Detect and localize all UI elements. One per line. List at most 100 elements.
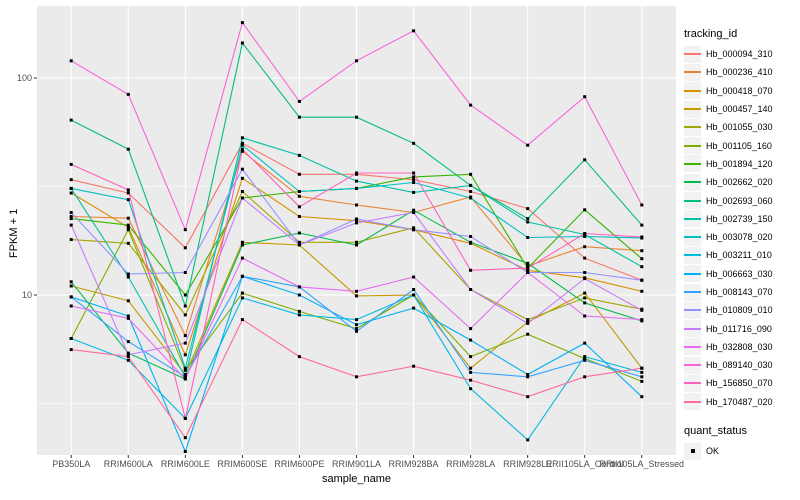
data-point [355, 171, 358, 175]
data-point [640, 370, 644, 374]
data-point [412, 228, 416, 232]
data-point [297, 355, 301, 359]
data-point [126, 340, 130, 344]
data-point [69, 348, 73, 352]
data-point [69, 295, 73, 299]
data-point [412, 181, 416, 184]
legend-item-Hb_000236_410: Hb_000236_410 [684, 63, 798, 81]
legend-line-swatch [684, 272, 701, 275]
data-point [355, 323, 358, 327]
data-point [69, 337, 73, 340]
x-tick-label: RRIM600LE [161, 459, 210, 469]
data-point [640, 366, 644, 370]
x-tick-label: RRIM928BA [389, 459, 439, 469]
data-point [183, 366, 187, 370]
data-point [412, 211, 416, 214]
legend-item-label: Hb_001055_030 [706, 122, 773, 133]
data-point [183, 271, 187, 274]
data-point [126, 92, 130, 96]
data-point [469, 183, 473, 187]
legend-line-swatch [684, 309, 701, 312]
data-point [297, 231, 301, 235]
data-point [297, 309, 301, 313]
data-point [297, 293, 301, 297]
data-point [240, 41, 244, 45]
legend-line-swatch [684, 364, 701, 367]
x-tick-label: RRIM600PE [274, 459, 324, 469]
data-point [583, 358, 587, 362]
data-point [640, 278, 644, 282]
data-point [526, 143, 530, 147]
legend-item-label: Hb_156850_070 [706, 378, 773, 389]
data-point [469, 190, 473, 193]
data-point [126, 191, 130, 195]
legend-item-label: Hb_003078_020 [706, 232, 773, 243]
data-point [526, 332, 530, 336]
data-point [126, 241, 130, 245]
x-tick-label: PB350LA [52, 459, 90, 469]
legend-line-swatch [684, 89, 701, 92]
y-axis-title: FPKM + 1 [8, 208, 20, 258]
data-point [126, 358, 130, 362]
data-point [583, 375, 587, 379]
data-point [412, 293, 416, 297]
legend-key [684, 192, 701, 210]
data-point [640, 375, 644, 379]
data-point [297, 153, 301, 157]
data-point [526, 373, 530, 376]
legend-item-label: Hb_000418_070 [706, 85, 773, 96]
legend-key [684, 374, 701, 392]
legend-item-label: Hb_002739_150 [706, 213, 773, 224]
data-point [126, 355, 130, 359]
legend-key [684, 301, 701, 319]
filled-square-icon [690, 449, 695, 454]
data-point [469, 378, 473, 382]
data-point [412, 190, 416, 194]
data-point [69, 217, 73, 221]
data-point [583, 357, 587, 360]
data-point [355, 294, 358, 298]
legend-line-swatch [684, 144, 701, 147]
data-point [583, 341, 587, 345]
x-tick-label: RRII105LA_Control [546, 459, 624, 469]
data-point [469, 172, 473, 176]
data-point [69, 118, 73, 122]
legend: tracking_id Hb_000094_310 Hb_000236_410 Hb… [684, 28, 798, 460]
data-point [583, 355, 587, 359]
data-point [640, 308, 644, 312]
data-point [583, 291, 587, 295]
x-tick-label: RRIM928LA [446, 459, 495, 469]
data-point [126, 351, 130, 355]
data-point [355, 59, 358, 63]
data-point [412, 288, 416, 291]
data-point [640, 289, 644, 293]
legend-key [684, 283, 701, 301]
legend-line-swatch [684, 53, 701, 56]
legend-item-label: OK [706, 446, 720, 457]
data-point [412, 175, 416, 179]
data-point [297, 172, 301, 176]
legend-line-swatch [684, 236, 701, 239]
data-point [412, 306, 416, 310]
legend-item-Hb_003078_020: Hb_003078_020 [684, 228, 798, 246]
data-point [240, 147, 244, 151]
legend-item-Hb_003211_010: Hb_003211_010 [684, 246, 798, 264]
legend-item-label: Hb_000236_410 [706, 67, 773, 78]
data-point [469, 338, 473, 342]
legend-item-label: Hb_002693_060 [706, 195, 773, 206]
data-point [240, 243, 244, 247]
data-point [240, 167, 244, 171]
data-point [640, 235, 644, 239]
x-axis-title: sample_name [321, 473, 392, 485]
data-point [297, 215, 301, 218]
y-tick-label: 10 [22, 290, 32, 300]
data-point [583, 232, 587, 235]
data-point [355, 221, 358, 225]
legend-line-swatch [684, 217, 701, 220]
data-point [183, 228, 187, 232]
data-point [526, 207, 530, 211]
data-point [355, 318, 358, 322]
data-point [583, 245, 587, 249]
legend-line-swatch [684, 327, 701, 330]
